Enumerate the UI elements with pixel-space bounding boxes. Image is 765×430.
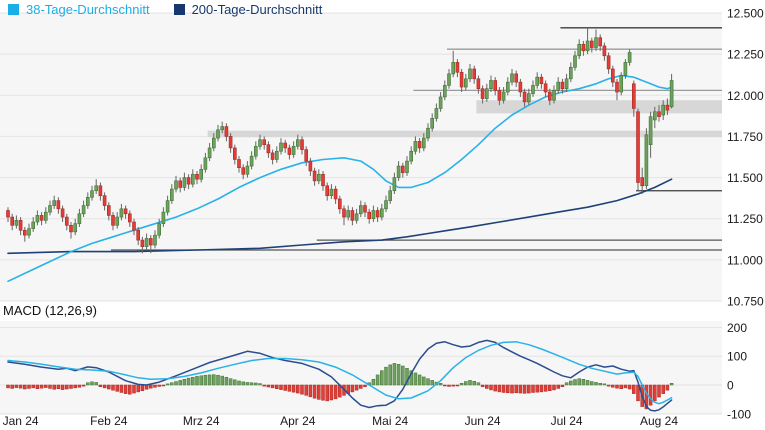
ma38-swatch-icon: [8, 4, 19, 15]
ma200-swatch-icon: [173, 4, 185, 15]
legend-item-label: 38-Tage-Durchschnitt: [26, 2, 150, 17]
main-gridlines: [0, 12, 722, 302]
macd-signal-line: [7, 341, 673, 405]
x-axis-month-label: Feb 24: [90, 414, 128, 428]
main-y-tick-label: 12.500: [727, 7, 764, 21]
x-axis-month-label: Mrz 24: [183, 414, 220, 428]
resistance-bands: [207, 100, 723, 138]
legend-item-ma38[interactable]: 38-Tage-Durchschnitt: [8, 2, 150, 17]
resistance-band: [476, 100, 722, 114]
main-y-tick-label: 11.000: [727, 253, 763, 267]
ma200-line: [7, 178, 673, 255]
macd-plot-background: [0, 321, 722, 415]
x-axis-labels: Jan 24 Feb 24 Mrz 24 Apr 24 Mai 24 Jun 24 Jul …: [3, 414, 679, 428]
main-y-tick-label: 12.000: [727, 89, 764, 103]
macd-y-tick-label: 200: [727, 321, 747, 335]
resistance-band: [207, 130, 723, 138]
x-axis-month-label: Jun 24: [465, 414, 501, 428]
legend-item-label: 200-Tage-Durchschnitt: [191, 2, 323, 17]
x-axis-month-label: Apr 24: [280, 414, 316, 428]
legend-item-ma200[interactable]: 200-Tage-Durchschnitt: [173, 2, 323, 17]
candles-layer: [6, 27, 674, 254]
x-axis-month-label: Jan 24: [3, 414, 39, 428]
main-y-tick-label: 12.250: [727, 48, 764, 62]
macd-panel-title: MACD (12,26,9): [3, 303, 97, 318]
main-y-tick-label: 11.500: [727, 171, 763, 185]
main-y-tick-label: 11.250: [727, 212, 763, 226]
macd-y-tick-label: 0: [727, 379, 734, 393]
main-plot-background: [0, 13, 722, 301]
x-axis-month-label: Mai 24: [372, 414, 408, 428]
macd-y-tick-label: -100: [727, 407, 751, 421]
main-y-tick-label: 10.750: [727, 295, 764, 309]
macd-axis-labels: 200 100 0 -100: [727, 321, 751, 421]
main-y-tick-label: 11.750: [727, 130, 763, 144]
x-axis-month-label: Aug 24: [640, 414, 678, 428]
x-axis-month-label: Jul 24: [551, 414, 583, 428]
chart-legend: 38-Tage-Durchschnitt 200-Tage-Durchschni…: [8, 2, 346, 17]
macd-y-tick-label: 100: [727, 350, 747, 364]
main-axis-labels: 12.500 12.250 12.000 11.750 11.500 11.250 11.0…: [727, 7, 764, 309]
macd-line: [7, 339, 673, 412]
